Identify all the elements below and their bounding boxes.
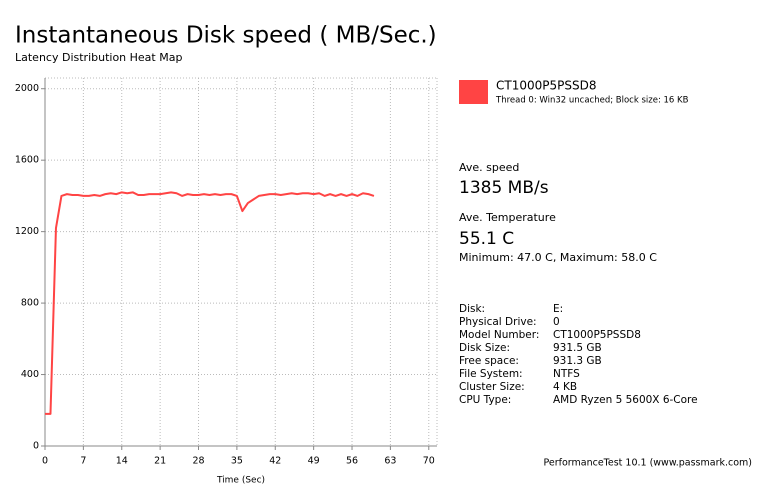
legend-swatch: [459, 80, 488, 104]
info-value: AMD Ryzen 5 5600X 6-Core: [553, 394, 698, 406]
x-tick-label: 42: [269, 456, 281, 467]
info-label: Model Number:: [459, 329, 539, 341]
info-label: Physical Drive:: [459, 316, 537, 328]
info-label: File System:: [459, 368, 523, 380]
info-value: 931.5 GB: [553, 342, 602, 354]
x-tick-label: 70: [423, 456, 435, 467]
y-tick-label: 2000: [15, 83, 39, 94]
info-value: 0: [553, 316, 560, 328]
info-value: CT1000P5PSSD8: [553, 329, 641, 341]
x-tick-label: 21: [154, 456, 166, 467]
info-value: NTFS: [553, 368, 580, 380]
info-label: Free space:: [459, 355, 519, 367]
y-tick-label: 1600: [15, 155, 39, 166]
y-tick-label: 0: [33, 441, 39, 452]
legend-label: CT1000P5PSSD8: [496, 79, 596, 93]
x-tick-label: 14: [116, 456, 128, 467]
x-tick-label: 35: [231, 456, 243, 467]
y-tick-label: 1200: [15, 226, 39, 237]
speed-label: Ave. speed: [459, 161, 519, 174]
y-tick-label: 400: [21, 369, 39, 380]
info-label: Disk Size:: [459, 342, 510, 354]
legend-detail: Thread 0: Win32 uncached; Block size: 16…: [495, 96, 689, 106]
temp-range: Minimum: 47.0 C, Maximum: 58.0 C: [459, 251, 657, 264]
info-value: E:: [553, 303, 563, 315]
info-label: Cluster Size:: [459, 381, 525, 393]
x-tick-label: 56: [346, 456, 358, 467]
series-line: [45, 191, 375, 415]
x-tick-label: 63: [384, 456, 396, 467]
info-value: 931.3 GB: [553, 355, 602, 367]
info-value: 4 KB: [553, 381, 577, 393]
speed-value: 1385 MB/s: [459, 178, 549, 198]
x-tick-label: 28: [192, 456, 204, 467]
info-label: Disk:: [459, 303, 485, 315]
y-tick-label: 800: [21, 298, 39, 309]
temp-value: 55.1 C: [459, 229, 514, 249]
x-tick-label: 0: [42, 456, 48, 467]
x-tick-label: 7: [80, 456, 86, 467]
x-tick-label: 49: [308, 456, 320, 467]
temp-label: Ave. Temperature: [459, 211, 556, 224]
info-label: CPU Type:: [459, 394, 511, 406]
x-axis-label: Time (Sec): [216, 476, 265, 486]
chart-title: Instantaneous Disk speed ( MB/Sec.): [15, 23, 437, 49]
chart-subtitle: Latency Distribution Heat Map: [15, 51, 182, 64]
footer: PerformanceTest 10.1 (www.passmark.com): [543, 458, 752, 469]
